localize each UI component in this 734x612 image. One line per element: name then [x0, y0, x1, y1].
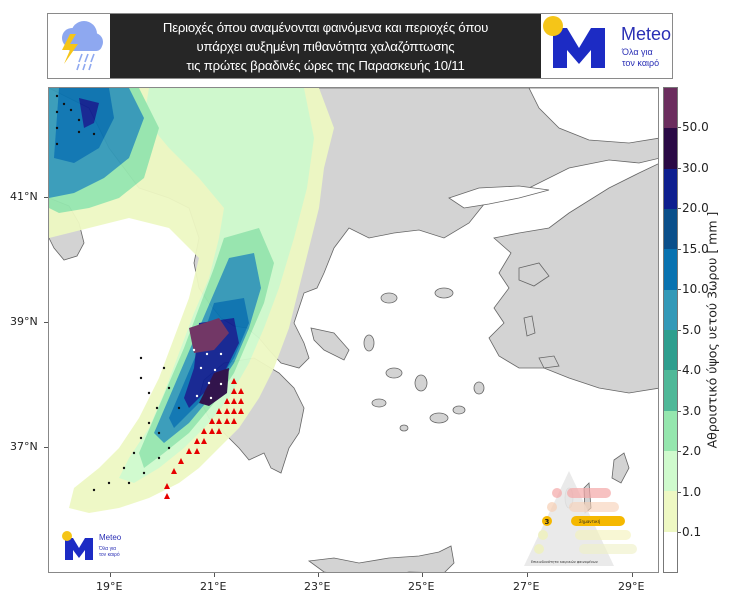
- cbar-tick: [678, 289, 681, 290]
- map-canvas: Meteo Όλα για τον καιρό 3 Σημαντική Επικ…: [49, 88, 658, 572]
- cbar-band: [664, 88, 677, 129]
- precip-layer: [49, 88, 334, 513]
- map-watermark-logo: [62, 531, 93, 560]
- lon-label-21: 21°E: [200, 580, 227, 593]
- lon-tick: [422, 573, 423, 577]
- title-line-1: Περιοχές όπου αναμένονται φαινόμενα και …: [162, 19, 489, 35]
- lat-label-37: 37°N: [10, 440, 38, 453]
- lat-tick: [44, 197, 48, 198]
- cbar-tick: [678, 532, 681, 533]
- cbar-tick: [678, 208, 681, 209]
- cbar-label: 3.0: [682, 404, 702, 418]
- lon-label-25: 25°E: [408, 580, 435, 593]
- cbar-tick: [678, 411, 681, 412]
- meteo-m-icon: [543, 16, 605, 68]
- cbar-band: [664, 410, 677, 451]
- cbar-label: 2.0: [682, 444, 702, 458]
- watermark-brand: Meteo: [99, 533, 122, 542]
- cbar-tick: [678, 168, 681, 169]
- lat-tick: [44, 447, 48, 448]
- cbar-label: 1.0: [682, 485, 702, 499]
- intensity-dots: [192, 348, 223, 400]
- cbar-band: [664, 168, 677, 209]
- title-line-3: τις πρώτες βραδινές ώρες της Παρασκευής …: [186, 57, 465, 73]
- cbar-tick: [678, 492, 681, 493]
- cbar-band: [664, 370, 677, 411]
- watermark-tagline-1: Όλα για: [98, 546, 116, 552]
- meteo-logo: Meteo Όλα για τον καιρό: [541, 14, 672, 78]
- cbar-tick: [678, 451, 681, 452]
- logo-brand: Meteo: [621, 24, 672, 44]
- pyramid-caption: Επικινδυνότητα καιρικών φαινομένων: [531, 560, 598, 564]
- logo-tagline-1: Όλα για: [622, 47, 653, 57]
- colorbar: [663, 87, 678, 573]
- cbar-label: 50.0: [682, 120, 709, 134]
- lat-label-39: 39°N: [10, 315, 38, 328]
- lon-tick: [527, 573, 528, 577]
- logo-tagline-2: τον καιρό: [622, 58, 660, 68]
- lon-tick: [214, 573, 215, 577]
- cbar-band: [664, 531, 677, 572]
- lon-tick: [110, 573, 111, 577]
- lon-label-19: 19°E: [96, 580, 123, 593]
- precipitation-map[interactable]: Meteo Όλα για τον καιρό 3 Σημαντική Επικ…: [48, 87, 659, 573]
- storm-cloud-icon: [48, 14, 110, 78]
- title-line-2: υπάρχει αυξημένη πιθανότητα χαλαζόπτωσης: [196, 38, 455, 54]
- cbar-band: [664, 450, 677, 492]
- lon-tick: [318, 573, 319, 577]
- cbar-label: 15.0: [682, 242, 709, 256]
- lon-label-27: 27°E: [513, 580, 540, 593]
- cbar-label: 0.1: [682, 525, 702, 539]
- grid-dots: [55, 94, 181, 492]
- cbar-tick: [678, 370, 681, 371]
- colorbar-title: Αθροιστικό ύψος υετού 3ωρου [ mm ]: [704, 211, 720, 449]
- danger-pyramid: 3 Σημαντική Επικινδυνότητα καιρικών φαιν…: [524, 471, 637, 566]
- cbar-band: [664, 289, 677, 330]
- lat-tick: [44, 322, 48, 323]
- cbar-tick: [678, 330, 681, 331]
- cbar-label: 4.0: [682, 363, 702, 377]
- lat-label-41: 41°N: [10, 190, 38, 203]
- lon-label-23: 23°E: [304, 580, 331, 593]
- page-title: Περιοχές όπου αναμένονται φαινόμενα και …: [110, 14, 541, 78]
- cbar-band: [664, 208, 677, 250]
- cbar-label: 10.0: [682, 282, 709, 296]
- header-banner: Περιοχές όπου αναμένονται φαινόμενα και …: [47, 13, 673, 79]
- pyramid-level-3: 3: [545, 518, 550, 526]
- cbar-label: 20.0: [682, 201, 709, 215]
- cbar-tick: [678, 127, 681, 128]
- cbar-band: [664, 128, 677, 169]
- pyramid-label-3: Σημαντική: [579, 519, 601, 524]
- cbar-label: 5.0: [682, 323, 702, 337]
- cbar-label: 30.0: [682, 161, 709, 175]
- cbar-band: [664, 491, 677, 532]
- lon-label-29: 29°E: [618, 580, 645, 593]
- watermark-tagline-2: τον καιρό: [99, 551, 120, 558]
- hail-markers: [164, 378, 244, 499]
- cbar-band: [664, 249, 677, 290]
- cbar-band: [664, 329, 677, 371]
- cbar-tick: [678, 249, 681, 250]
- lon-tick: [632, 573, 633, 577]
